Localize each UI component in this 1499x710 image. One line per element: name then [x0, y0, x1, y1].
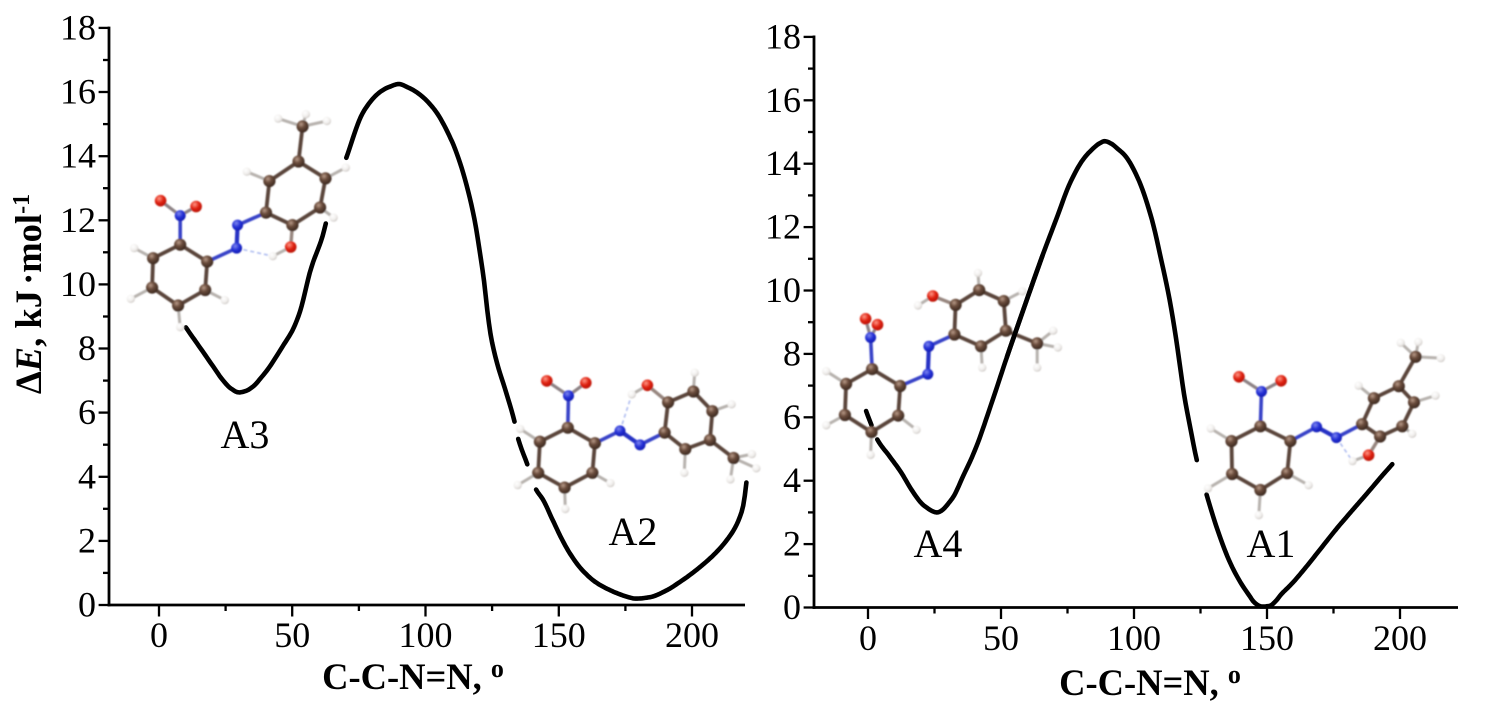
svg-text:12: 12 [60, 200, 96, 240]
svg-text:0: 0 [78, 585, 96, 625]
svg-text:2: 2 [783, 524, 801, 564]
svg-text:50: 50 [983, 618, 1019, 658]
svg-text:C-C-N=N, o: C-C-N=N, o [1059, 660, 1241, 703]
svg-text:12: 12 [765, 207, 801, 247]
svg-text:6: 6 [78, 392, 96, 432]
svg-text:14: 14 [60, 136, 96, 176]
svg-text:4: 4 [783, 460, 801, 500]
svg-text:ΔE, kJ ·mol-1: ΔE, kJ ·mol-1 [8, 194, 49, 394]
svg-text:200: 200 [665, 615, 719, 655]
svg-text:A4: A4 [914, 521, 963, 566]
svg-text:18: 18 [765, 16, 801, 56]
svg-text:10: 10 [60, 264, 96, 304]
svg-text:0: 0 [859, 618, 877, 658]
svg-text:100: 100 [399, 615, 453, 655]
svg-text:16: 16 [765, 80, 801, 120]
svg-text:150: 150 [532, 615, 586, 655]
svg-text:0: 0 [150, 615, 168, 655]
svg-text:8: 8 [78, 328, 96, 368]
svg-text:2: 2 [78, 520, 96, 560]
svg-text:10: 10 [765, 270, 801, 310]
svg-text:14: 14 [765, 143, 801, 183]
svg-text:100: 100 [1107, 618, 1161, 658]
svg-text:A2: A2 [609, 509, 658, 554]
svg-text:50: 50 [274, 615, 310, 655]
svg-text:A1: A1 [1247, 521, 1296, 566]
svg-text:18: 18 [60, 7, 96, 47]
svg-text:6: 6 [783, 397, 801, 437]
svg-text:150: 150 [1240, 618, 1294, 658]
svg-text:16: 16 [60, 72, 96, 112]
svg-text:A3: A3 [221, 412, 270, 457]
svg-text:0: 0 [783, 587, 801, 627]
svg-text:C-C-N=N, o: C-C-N=N, o [322, 654, 504, 697]
svg-text:8: 8 [783, 333, 801, 373]
svg-text:200: 200 [1373, 618, 1427, 658]
svg-text:4: 4 [78, 456, 96, 496]
